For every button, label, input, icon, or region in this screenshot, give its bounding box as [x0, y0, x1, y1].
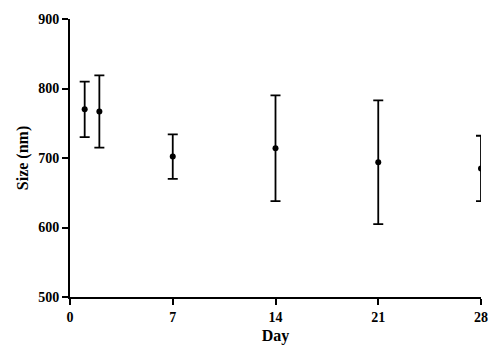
svg-text:21: 21	[371, 310, 385, 325]
svg-text:Day: Day	[262, 327, 290, 345]
svg-text:14: 14	[269, 310, 283, 325]
svg-text:800: 800	[38, 81, 59, 96]
svg-text:Size (nm): Size (nm)	[14, 126, 32, 190]
svg-text:7: 7	[169, 310, 176, 325]
svg-text:700: 700	[38, 151, 59, 166]
svg-text:0: 0	[67, 310, 74, 325]
svg-text:28: 28	[474, 310, 488, 325]
svg-text:500: 500	[38, 290, 59, 305]
svg-text:600: 600	[38, 220, 59, 235]
svg-text:900: 900	[38, 12, 59, 27]
